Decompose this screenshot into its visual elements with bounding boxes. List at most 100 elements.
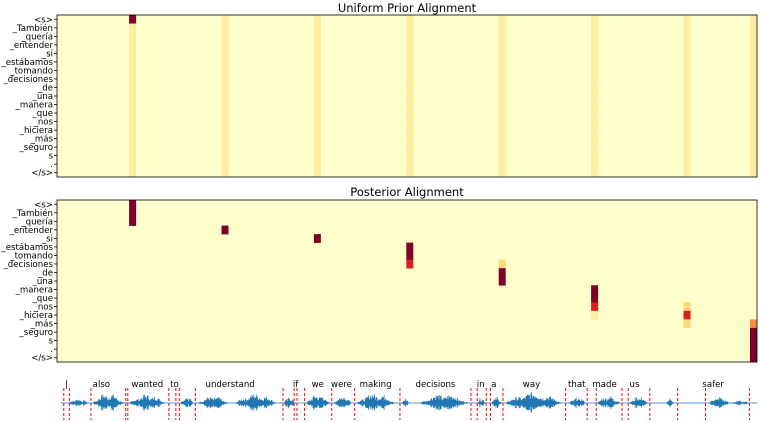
heat-cell [406,57,414,67]
heat-cell [750,57,757,67]
posterior-title: Posterior Alignment [350,185,464,199]
heat-cell [498,259,506,269]
y-tick-label: </s> [31,169,53,179]
y-tick-label: s [49,152,54,162]
heat-cell [129,74,137,84]
y-tick-label: _si [41,49,53,59]
y-tick-label: _que [32,109,54,119]
heat-cell [591,74,599,84]
y-tick-label: _quería [20,217,53,227]
heat-cell [750,108,757,118]
y-tick-label: <s> [34,200,53,210]
y-tick-label: _tomando [9,251,53,261]
heat-cell [221,134,229,144]
heat-cell [498,168,506,178]
heat-cell [313,40,321,50]
heat-cell [221,83,229,93]
heat-cell [129,32,137,41]
word-label: were [331,380,352,390]
waveform-segment [197,397,228,409]
y-tick-label: _También [12,208,53,219]
heat-cell [129,142,137,152]
heat-cell [498,151,506,161]
y-tick-label: </s> [31,354,53,364]
heat-cell [498,32,506,41]
heat-cell [498,91,506,101]
heat-cell [750,327,757,337]
word-label: made [592,380,616,390]
heat-cell [683,108,691,118]
y-tick-label: _una [32,92,53,102]
heat-cell [129,134,137,144]
heat-cell [313,15,321,24]
heat-cell [498,100,506,110]
heat-cell [591,108,599,118]
heat-cell [129,208,137,218]
y-tick-label: _estábamos [0,243,53,253]
heat-cell [750,117,757,127]
heat-cell [498,49,506,58]
heat-cell [750,32,757,41]
heat-cell [683,319,691,329]
heat-cell [221,108,229,118]
heat-cell [683,168,691,178]
heat-cell [129,83,137,93]
y-tick-label: _más [30,320,54,330]
heat-cell [750,74,757,84]
heat-cell [313,125,321,135]
y-tick-label: _quería [20,32,53,42]
heat-cell [683,66,691,75]
waveform-segment [505,392,563,413]
heat-cell [129,49,137,58]
waveform-segment [334,398,352,408]
heat-cell [221,49,229,58]
heat-cell [591,117,599,127]
heat-cell [750,100,757,110]
heat-cell [683,100,691,110]
heat-cell [750,168,757,178]
heat-cell [683,57,691,67]
word-label: a [491,380,496,390]
heat-cell [406,125,414,135]
waveform-segment [181,398,193,408]
heat-cell [683,32,691,41]
heat-cell [406,242,414,252]
heat-cell [498,23,506,33]
heatmap-background [57,200,757,362]
heat-cell [591,151,599,161]
heat-cell [498,40,506,50]
heat-cell [750,49,757,58]
waveform-segment [402,398,409,407]
y-tick-label: . [50,345,53,355]
waveform-segment [629,397,648,409]
heat-cell [591,125,599,135]
heat-cell [313,151,321,161]
heat-cell [683,142,691,152]
word-label: | [65,380,68,390]
heat-cell [750,344,757,354]
heat-cell [750,83,757,93]
heat-cell [591,40,599,50]
heat-cell [591,57,599,67]
heat-cell [313,83,321,93]
uniform-prior-heatmap: <s>_También_quería_entender_si_estábamos… [0,14,758,179]
heat-cell [129,217,137,226]
heat-cell [221,100,229,110]
word-label: way [523,380,540,390]
heat-cell [129,15,137,24]
heat-cell [129,40,137,50]
y-tick-label: _una [32,277,53,287]
word-label: that [568,380,586,390]
heat-cell [750,159,757,169]
heat-cell [683,49,691,58]
heat-cell [683,159,691,169]
heat-cell [406,159,414,169]
y-tick-label: _hiciera [19,311,53,321]
waveform-segment [666,398,674,407]
heat-cell [406,40,414,50]
heat-cell [498,74,506,84]
heat-cell [129,100,137,110]
heat-cell [406,91,414,101]
heat-cell [313,100,321,110]
heat-cell [498,83,506,93]
